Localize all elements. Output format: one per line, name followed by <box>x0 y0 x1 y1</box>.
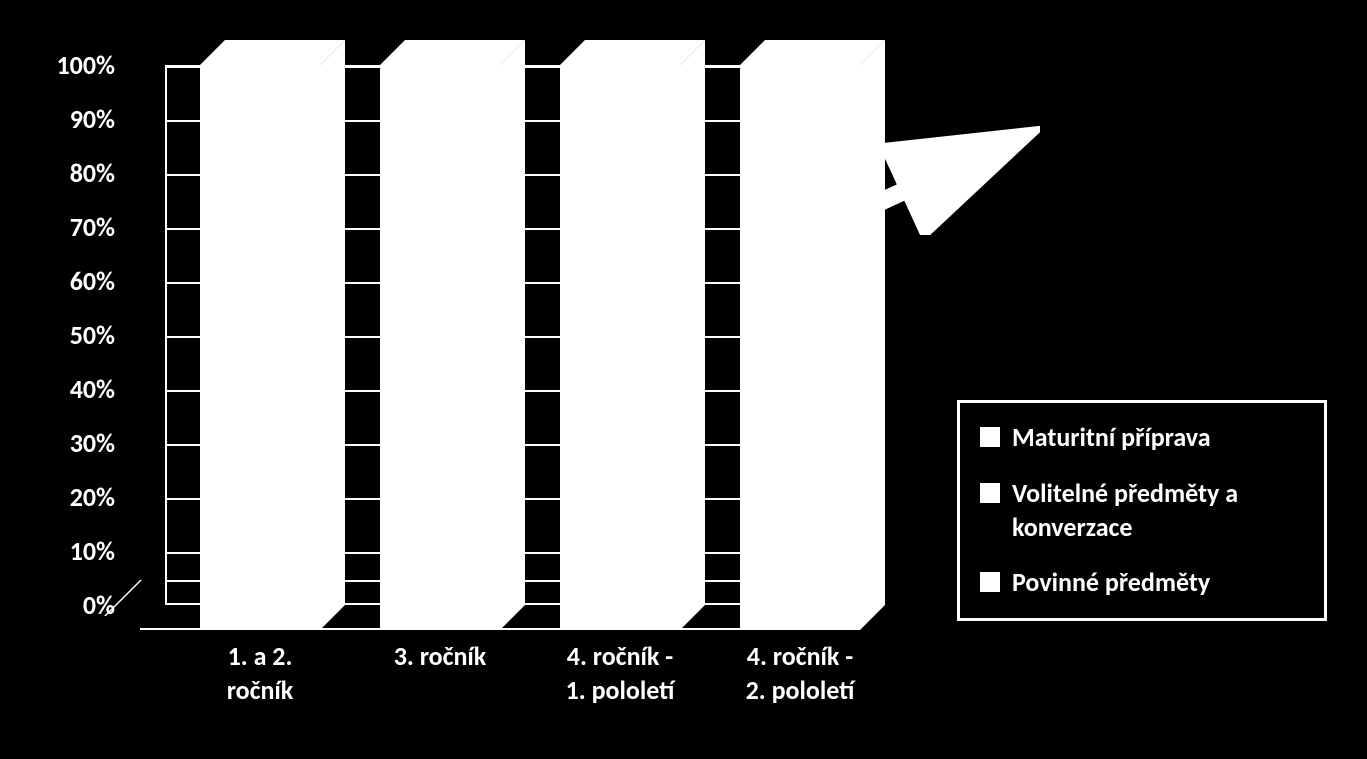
y-tick-label: 10% <box>70 535 115 567</box>
y-tick-label: 90% <box>70 103 115 135</box>
bar-front <box>560 65 680 630</box>
bar-side-face <box>680 40 705 630</box>
x-axis-labels: 1. a 2. ročník3. ročník4. ročník - 1. po… <box>140 640 880 720</box>
y-tick-label: 40% <box>70 373 115 405</box>
bar-side-face <box>320 40 345 630</box>
legend-item: Maturitní příprava <box>980 421 1304 455</box>
legend-label: Maturitní příprava <box>1012 421 1211 455</box>
bar-front <box>200 65 320 630</box>
plot-area <box>140 65 880 605</box>
legend-item: Volitelné předměty a konverzace <box>980 477 1304 545</box>
legend-marker <box>980 427 1000 447</box>
y-tick-label: 50% <box>70 319 115 351</box>
legend-label: Volitelné předměty a konverzace <box>1012 477 1304 545</box>
y-tick-label: 80% <box>70 157 115 189</box>
y-tick-label: 30% <box>70 427 115 459</box>
bar <box>560 65 680 605</box>
y-tick-label: 20% <box>70 481 115 513</box>
bar-side-face <box>500 40 525 630</box>
bar <box>740 65 860 605</box>
x-tick-label: 4. ročník - 1. pololetí <box>530 640 710 708</box>
bar-side-face <box>860 40 885 630</box>
legend-marker <box>980 483 1000 503</box>
legend-label: Povinné předměty <box>1012 566 1210 600</box>
x-tick-label: 4. ročník - 2. pololetí <box>710 640 890 708</box>
bar-front <box>380 65 500 630</box>
bar <box>380 65 500 605</box>
y-tick-label: 100% <box>57 49 116 81</box>
legend-marker <box>980 572 1000 592</box>
y-axis: 0%10%20%30%40%50%60%70%80%90%100% <box>30 65 130 605</box>
y-tick-label: 0% <box>83 589 115 621</box>
bar <box>200 65 320 605</box>
legend-item: Povinné předměty <box>980 566 1304 600</box>
y-tick-label: 70% <box>70 211 115 243</box>
x-tick-label: 1. a 2. ročník <box>170 640 350 708</box>
y-tick-label: 60% <box>70 265 115 297</box>
x-tick-label: 3. ročník <box>350 640 530 674</box>
bar-chart-3d: 0% 10% 20% 30% 40% 50% 60% 70% 80% 90% 100% 1. a 2… <box>30 30 1337 729</box>
bar-front <box>740 65 860 630</box>
legend: Maturitní příprava Volitelné předměty a k… <box>957 400 1327 621</box>
